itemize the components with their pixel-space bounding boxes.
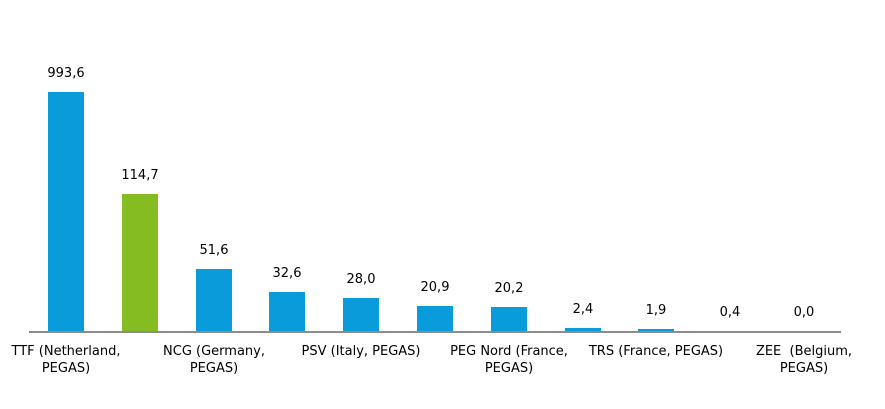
bar-value-label: 0,0 <box>793 305 815 320</box>
x-axis-tick-label: PEG Nord (France, PEGAS) <box>450 344 568 376</box>
bar <box>122 194 158 331</box>
x-axis-tick-label: NCG (Germany, PEGAS) <box>163 344 265 376</box>
x-axis-tick-label: TRS (France, PEGAS) <box>588 344 724 359</box>
bar-value-label: 114,7 <box>121 168 159 183</box>
bar-value-label: 20,2 <box>494 281 524 296</box>
bar-value-label: 1,9 <box>645 303 667 318</box>
x-axis-tick-label: PSV (Italy, PEGAS) <box>301 344 421 359</box>
bar <box>638 329 674 331</box>
bar-value-label: 20,9 <box>420 280 450 295</box>
bar <box>343 298 379 331</box>
bar-value-label: 0,4 <box>719 305 741 320</box>
bar-value-label: 2,4 <box>572 302 594 317</box>
bar <box>417 306 453 331</box>
bar-value-label: 32,6 <box>272 266 302 281</box>
bar <box>565 328 601 331</box>
x-axis-tick-label: ZEE (Belgium, PEGAS) <box>755 344 853 376</box>
x-axis-tick-label: TTF (Netherland, PEGAS) <box>11 344 121 376</box>
bar-value-label: 51,6 <box>199 243 229 258</box>
bar <box>48 92 84 331</box>
x-axis-line <box>29 331 841 333</box>
bar-value-label: 993,6 <box>47 66 85 81</box>
bar <box>491 307 527 331</box>
bar-value-label: 28,0 <box>346 272 376 287</box>
bar <box>269 292 305 331</box>
bar <box>196 269 232 331</box>
